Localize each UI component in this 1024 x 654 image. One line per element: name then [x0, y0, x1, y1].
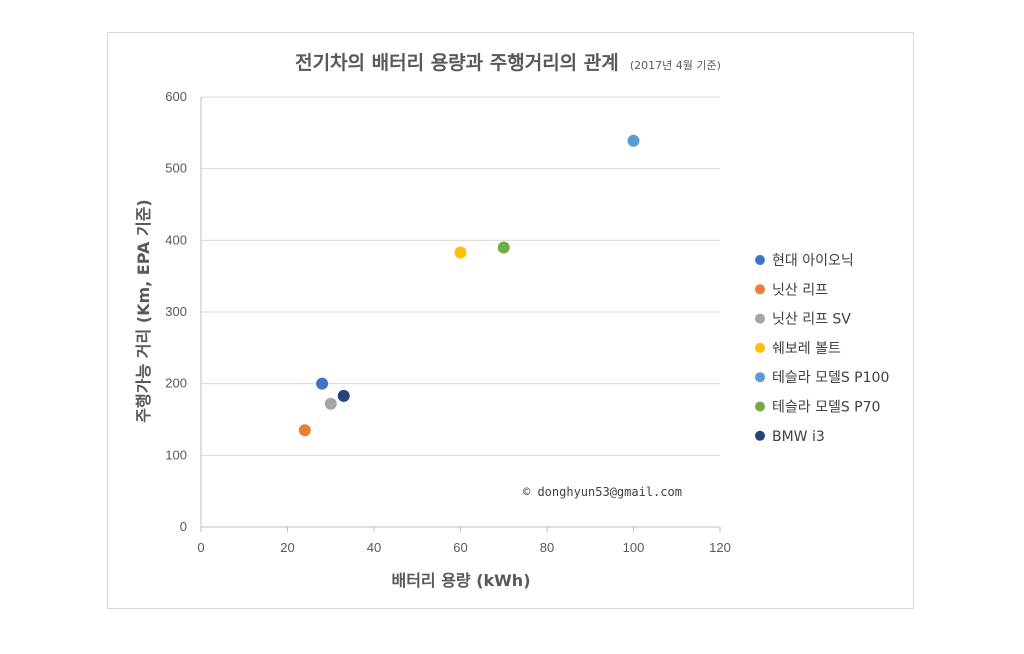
legend-marker: [755, 255, 765, 265]
data-point: [316, 377, 329, 390]
legend-label: BMW i3: [772, 429, 825, 445]
chart-title-group: 전기차의 배터리 용량과 주행거리의 관계 (2017년 4월 기준): [295, 52, 721, 74]
legend-label: 테슬라 모델S P100: [772, 370, 889, 386]
data-points: [298, 134, 640, 437]
scatter-chart: 전기차의 배터리 용량과 주행거리의 관계 (2017년 4월 기준) 0 100…: [134, 52, 889, 590]
legend-marker: [755, 430, 765, 441]
x-axis-title: 배터리 용량 (kWh): [391, 571, 530, 590]
x-tick-label: 20: [280, 540, 294, 555]
chart-subtitle: (2017년 4월 기준): [630, 59, 721, 72]
data-point: [337, 389, 350, 402]
legend-marker: [755, 284, 765, 295]
axes: 0 100 200 300 400 500 600 0 20 40 60 80 100 120: [165, 89, 731, 555]
y-tick-label: 300: [165, 304, 187, 319]
y-axis-title: 주행가능 거리 (Km, EPA 기준): [134, 199, 153, 422]
y-tick-label: 0: [180, 519, 187, 534]
data-point: [454, 246, 467, 259]
y-tick-label: 600: [165, 89, 187, 104]
legend-label: 쉐보레 볼트: [772, 341, 841, 357]
legend-label: 현대 아이오닉: [772, 253, 854, 269]
legend-marker: [755, 342, 765, 353]
x-tick-label: 60: [453, 540, 467, 555]
x-tick-label: 80: [540, 540, 554, 555]
y-tick-label: 200: [165, 376, 187, 391]
x-tick-label: 100: [623, 540, 645, 555]
y-tick-label: 400: [165, 232, 187, 247]
legend-label: 닛산 리프: [772, 282, 828, 298]
data-point: [298, 424, 311, 437]
data-point: [324, 397, 337, 410]
chart-title: 전기차의 배터리 용량과 주행거리의 관계: [295, 52, 619, 74]
data-point: [497, 241, 510, 254]
watermark-annotation: © donghyun53@gmail.com: [523, 485, 682, 499]
gridlines: [201, 96, 720, 456]
chart-frame: 전기차의 배터리 용량과 주행거리의 관계 (2017년 4월 기준) 0 100…: [107, 32, 914, 609]
y-tick-label: 500: [165, 161, 187, 176]
x-tick-label: 0: [197, 540, 204, 555]
data-point: [627, 134, 640, 147]
x-tick-label: 120: [709, 540, 731, 555]
legend-label: 닛산 리프 SV: [772, 312, 851, 328]
y-tick-label: 100: [165, 447, 187, 462]
legend-marker: [755, 313, 765, 324]
legend-marker: [755, 401, 765, 412]
legend-marker: [755, 372, 765, 383]
x-tick-label: 40: [367, 540, 381, 555]
legend-label: 테슬라 모델S P70: [772, 400, 880, 416]
